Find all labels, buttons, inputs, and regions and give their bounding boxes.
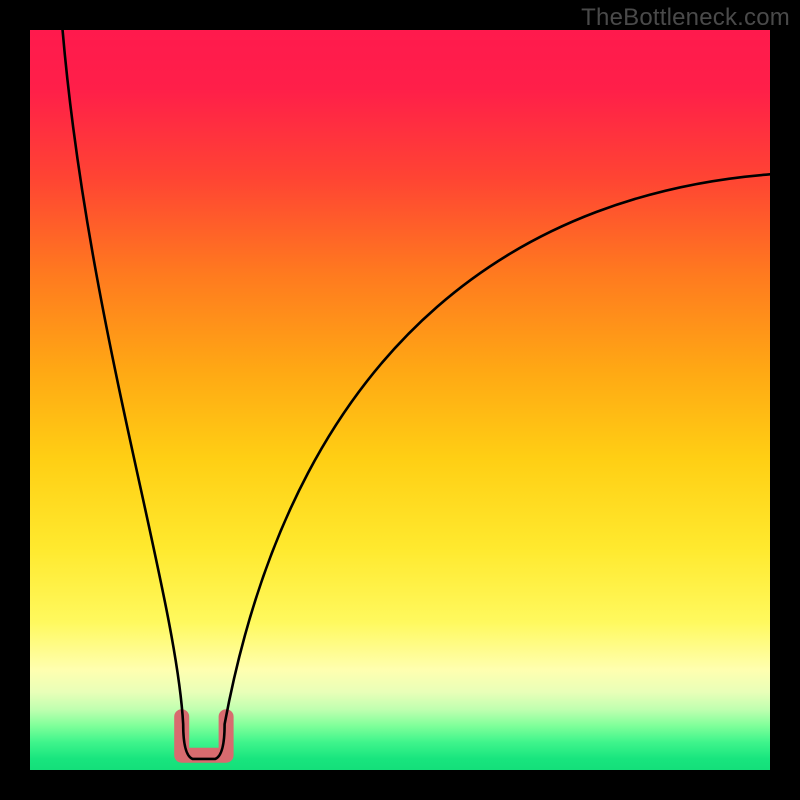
bottleneck-curve xyxy=(63,30,770,759)
plot-frame xyxy=(30,30,770,770)
plot-area xyxy=(30,30,770,770)
watermark-text: TheBottleneck.com xyxy=(581,4,790,32)
valley-marker xyxy=(182,717,226,755)
chart-stage: TheBottleneck.com xyxy=(0,0,800,800)
curve-layer xyxy=(30,30,770,770)
